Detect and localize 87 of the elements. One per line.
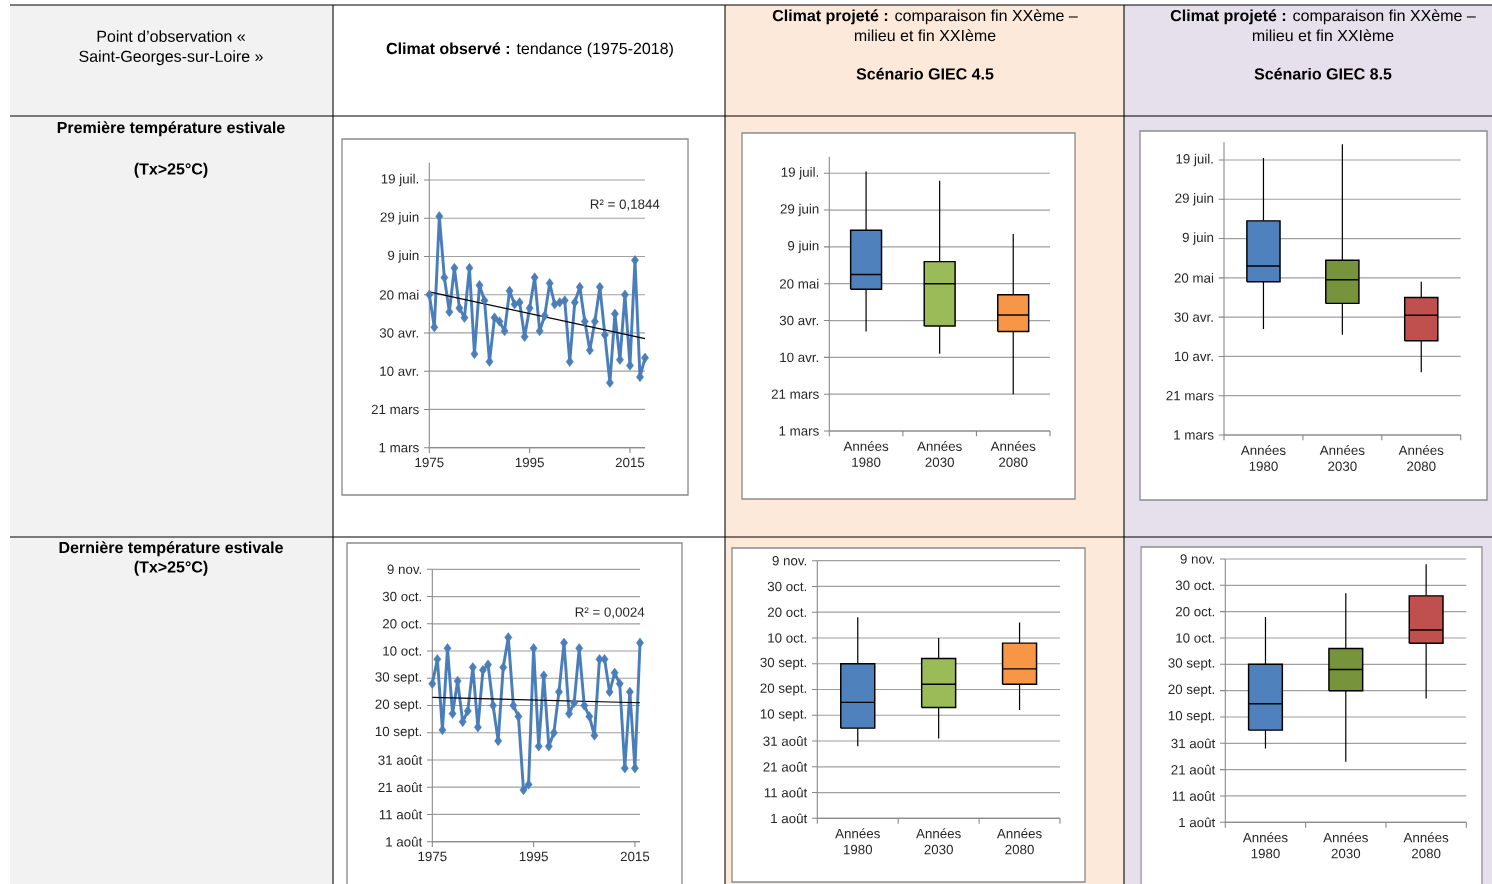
x-tick-label: 2015 [615, 457, 645, 468]
y-tick-label: 1 août [386, 836, 423, 847]
y-tick-label: 30 avr. [779, 315, 819, 326]
y-tick-label: 31 août [763, 736, 808, 746]
y-tick-label: 19 juil. [1176, 153, 1213, 167]
text: Climat observé : tendance (1975-2018) [386, 42, 673, 58]
y-tick-label: 11 août [764, 787, 808, 798]
y-tick-label: 10 oct. [1176, 633, 1215, 643]
x-tick-label: Années 1980 [843, 441, 889, 467]
y-tick-label: 29 juin [380, 212, 419, 225]
y-tick-label: 10 sept. [375, 726, 422, 739]
y-tick-label: 21 mars [771, 389, 819, 399]
x-tick-label: Années 2030 [1323, 832, 1368, 859]
y-tick-label: 30 oct. [382, 591, 422, 602]
x-tick-label: Années 2080 [1398, 445, 1444, 471]
y-tick-label: 9 juin [1182, 232, 1214, 245]
y-tick-label: 21 mars [1166, 390, 1214, 401]
y-tick-label: 1 mars [779, 426, 819, 436]
y-tick-label: 20 mai [1174, 272, 1214, 283]
y-tick-label: 10 avr. [1174, 351, 1213, 362]
y-tick-label: 21 août [378, 782, 423, 793]
x-tick-label: Années 2030 [917, 441, 962, 467]
y-tick-label: 31 août [378, 755, 423, 765]
text: Scénario GIEC 4.5 [856, 67, 994, 80]
x-tick-label: 1975 [415, 457, 444, 468]
y-tick-label: 20 mai [379, 289, 419, 300]
y-tick-label: 11 août [379, 809, 423, 820]
y-tick-label: 30 avr. [1174, 312, 1213, 322]
y-tick-label: 10 sept. [760, 709, 807, 722]
text: (Tx>25°C) [134, 560, 208, 576]
y-tick-label: 19 juil. [781, 167, 819, 180]
y-tick-label: 20 oct. [767, 607, 807, 617]
y-tick-label: 30 avr. [379, 328, 419, 338]
text: (Tx>25°C) [134, 162, 208, 178]
y-tick-label: 21 août [1171, 764, 1216, 775]
y-tick-label: 11 août [1172, 791, 1216, 801]
y-tick-label: 1 mars [379, 443, 419, 453]
x-tick-label: Années 1980 [1240, 445, 1286, 471]
y-tick-label: 20 mai [779, 278, 819, 289]
y-tick-label: 21 mars [371, 404, 419, 415]
text: Première température estivale [57, 121, 285, 137]
y-tick-label: 19 juil. [381, 173, 419, 187]
y-tick-label: 10 avr. [780, 352, 819, 363]
y-tick-label: 1 mars [1174, 430, 1214, 440]
x-tick-label: 1975 [418, 851, 447, 862]
x-tick-label: Années 1980 [835, 828, 880, 855]
text: Climat projeté : comparaison fin XXème – milieu et fin XXIème [1170, 9, 1476, 42]
x-tick-label: Années 1980 [1242, 832, 1288, 859]
y-tick-label: 30 sept. [375, 672, 422, 685]
y-tick-label: 9 juin [388, 250, 419, 263]
x-tick-label: 1995 [515, 457, 544, 468]
y-tick-label: 30 oct. [1175, 580, 1215, 591]
y-tick-label: 10 oct. [768, 633, 807, 643]
y-tick-label: 21 août [763, 761, 808, 772]
x-tick-label: Années 2080 [990, 441, 1036, 467]
y-tick-label: 9 nov. [1180, 554, 1215, 564]
y-tick-label: 9 nov. [387, 564, 422, 575]
y-tick-label: 20 oct. [382, 619, 422, 629]
y-tick-label: 20 sept. [760, 683, 807, 696]
y-tick-label: 9 juin [788, 240, 819, 254]
text: Climat projeté : comparaison fin XXème – milieu et fin XXIème [772, 9, 1078, 42]
y-tick-label: 20 oct. [1175, 606, 1215, 617]
y-tick-label: 9 nov. [772, 555, 807, 566]
x-tick-label: Années 2080 [1403, 832, 1449, 859]
annotation: R² = 0,0024 [575, 607, 645, 619]
x-tick-label: Années 2080 [996, 828, 1042, 855]
annotation: R² = 0,1844 [590, 199, 660, 211]
text: Dernière température estivale [59, 541, 283, 557]
y-tick-label: 10 sept. [1168, 710, 1215, 724]
y-tick-label: 30 sept. [1168, 658, 1215, 671]
y-tick-label: 20 sept. [1168, 684, 1215, 697]
y-tick-label: 29 juin [1175, 193, 1214, 206]
text: Scénario GIEC 8.5 [1254, 67, 1392, 80]
y-tick-label: 30 oct. [767, 581, 807, 592]
y-tick-label: 10 oct. [383, 646, 422, 656]
x-tick-label: Années 2030 [1319, 445, 1365, 471]
y-tick-label: 31 août [1171, 738, 1216, 749]
y-tick-label: 29 juin [780, 203, 819, 217]
x-tick-label: 1995 [519, 851, 548, 862]
y-tick-label: 10 avr. [380, 366, 419, 376]
y-tick-label: 20 sept. [375, 699, 422, 712]
y-tick-label: 1 août [1179, 817, 1216, 828]
x-tick-label: Années 2030 [916, 828, 961, 855]
x-tick-label: 2015 [620, 851, 650, 862]
text: Point d’observation « Saint-Georges-sur-Loire » [79, 30, 263, 66]
y-tick-label: 1 août [771, 813, 808, 824]
y-tick-label: 30 sept. [760, 657, 807, 670]
